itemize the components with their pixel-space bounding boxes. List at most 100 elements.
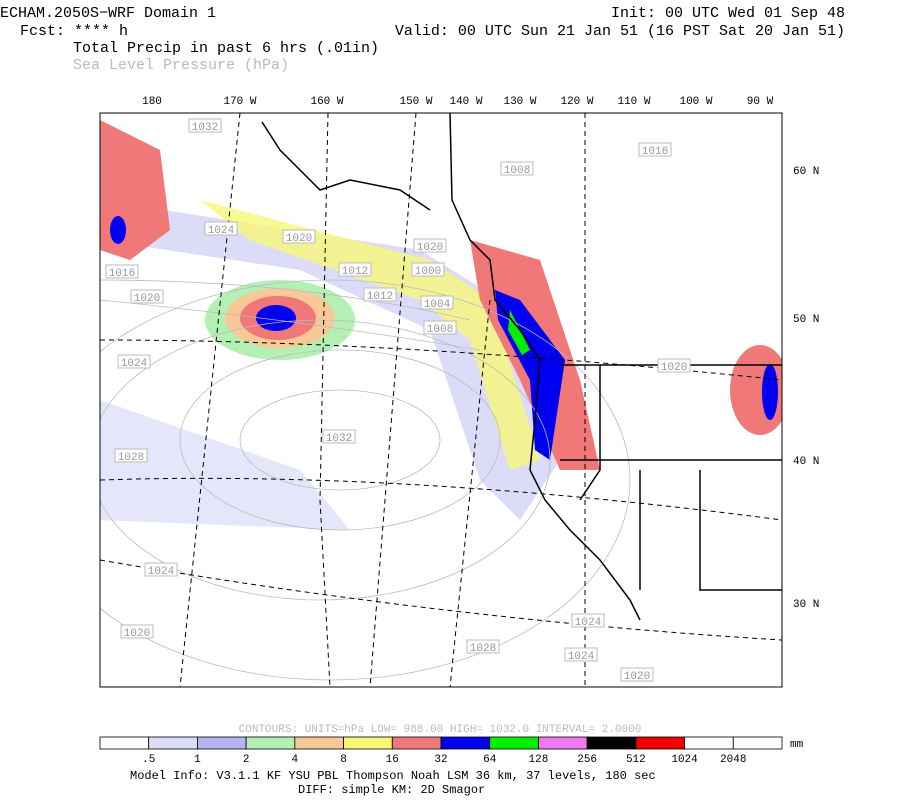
contour-label-box bbox=[204, 221, 238, 236]
colorbar-label: 64 bbox=[483, 754, 497, 766]
valid-time: Valid: 00 UTC Sun 21 Jan 51 (16 PST Sat … bbox=[395, 23, 845, 40]
colorbar-box bbox=[245, 736, 296, 750]
contour-label: 1024 bbox=[568, 651, 595, 663]
colorbar-box bbox=[586, 736, 637, 750]
contour-label-box bbox=[420, 295, 454, 310]
colorbar-label: 512 bbox=[626, 754, 646, 766]
contour-label: 1020 bbox=[661, 362, 687, 374]
contour-label: 1032 bbox=[326, 433, 352, 445]
contour-label-box bbox=[322, 429, 356, 444]
colorbar-box bbox=[538, 736, 588, 750]
contour-label-box bbox=[130, 289, 164, 304]
lon-label: 150 W bbox=[399, 96, 432, 108]
colorbar: .5 1 2 4 8 16 32 64 128 256 512 1024 2048 bbox=[99, 736, 783, 766]
contour-label: 1008 bbox=[504, 165, 530, 177]
map: 180 170 W 160 W 150 W 140 W 130 W 120 W 110 W 10… bbox=[99, 96, 819, 688]
lon-label: 90 W bbox=[747, 96, 774, 108]
contour-label-box bbox=[144, 562, 178, 577]
contour-label-box bbox=[500, 161, 534, 176]
lon-label: 170 W bbox=[223, 96, 256, 108]
contour-label: 1024 bbox=[148, 566, 175, 578]
colorbar-box bbox=[440, 736, 491, 750]
colorbar-label: 4 bbox=[292, 754, 299, 766]
colorbar-label: 2048 bbox=[720, 754, 746, 766]
contour-label: 1020 bbox=[134, 293, 160, 305]
colorbar-box bbox=[148, 736, 198, 750]
colorbar-unit: mm bbox=[790, 739, 804, 751]
footer-line: Model Info: V3.1.1 KF YSU PBL Thompson N… bbox=[130, 769, 656, 783]
colorbar-box bbox=[99, 736, 150, 750]
colorbar-label: 2 bbox=[243, 754, 250, 766]
colorbar-label: 1 bbox=[194, 754, 201, 766]
contour-label: 1016 bbox=[109, 268, 135, 280]
colorbar-label: 128 bbox=[529, 754, 549, 766]
colorbar-box bbox=[489, 736, 539, 750]
contour-label-box bbox=[188, 118, 222, 133]
lat-label: 60 N bbox=[793, 166, 819, 178]
colorbar-label: .5 bbox=[142, 754, 155, 766]
contour-label: 1012 bbox=[367, 291, 393, 303]
contour-label-box bbox=[657, 358, 691, 373]
contour-label-box bbox=[638, 142, 672, 157]
colorbar-box bbox=[391, 736, 442, 750]
init-time: Init: 00 UTC Wed 01 Sep 48 bbox=[611, 5, 845, 22]
contour-label: 1028 bbox=[470, 643, 496, 655]
contour-label: 1016 bbox=[642, 146, 668, 158]
colorbar-label: 8 bbox=[340, 754, 347, 766]
contour-label: 1020 bbox=[124, 628, 150, 640]
lon-label: 130 W bbox=[503, 96, 536, 108]
contour-label-box bbox=[338, 262, 372, 277]
colorbar-label: 32 bbox=[434, 754, 447, 766]
colorbar-box bbox=[294, 736, 344, 750]
contour-label-box bbox=[120, 624, 154, 639]
colorbar-box bbox=[343, 736, 393, 750]
lon-label: 120 W bbox=[560, 96, 593, 108]
contour-label: 1024 bbox=[575, 617, 602, 629]
contour-label-box bbox=[363, 287, 397, 302]
contour-label-box bbox=[564, 647, 598, 662]
lon-label: 100 W bbox=[679, 96, 712, 108]
contour-label-box bbox=[282, 229, 316, 244]
contour-label: 1008 bbox=[427, 324, 453, 336]
contour-label-box bbox=[105, 264, 139, 279]
colorbar-box bbox=[197, 736, 247, 750]
contour-label: 1004 bbox=[424, 299, 451, 311]
contour-label: 1020 bbox=[286, 233, 312, 245]
lat-label: 50 N bbox=[793, 314, 819, 326]
contour-info: CONTOURS: UNITS=hPa LOW= 988.00 HIGH= 10… bbox=[239, 724, 642, 736]
contour-label: 1024 bbox=[208, 225, 235, 237]
colorbar-label: 1024 bbox=[671, 754, 698, 766]
contour-label-box bbox=[413, 238, 447, 253]
contour-label-box bbox=[620, 667, 654, 682]
footer-line: DIFF: simple KM: 2D Smagor bbox=[298, 783, 485, 797]
colorbar-label: 16 bbox=[386, 754, 399, 766]
colorbar-box bbox=[732, 736, 783, 750]
contour-label: 1028 bbox=[118, 452, 144, 464]
lon-label: 140 W bbox=[449, 96, 482, 108]
lon-label: 180 bbox=[142, 96, 162, 108]
field-title: Sea Level Pressure (hPa) bbox=[73, 57, 289, 74]
model-title: ECHAM.2050S−WRF Domain 1 bbox=[0, 5, 216, 22]
contour-label-box bbox=[114, 448, 148, 463]
contour-label: 1020 bbox=[417, 242, 443, 254]
fcst: Fcst: **** h bbox=[20, 23, 128, 40]
contour-label: 1032 bbox=[192, 122, 218, 134]
contour-label: 1012 bbox=[342, 266, 368, 278]
contour-label-box bbox=[117, 354, 151, 369]
lon-label: 160 W bbox=[310, 96, 343, 108]
lon-label: 110 W bbox=[617, 96, 650, 108]
contour-label-box bbox=[411, 262, 445, 277]
contour-label-box bbox=[466, 639, 500, 654]
lat-label: 30 N bbox=[793, 599, 819, 611]
contour-label-box bbox=[423, 320, 457, 335]
colorbar-label: 256 bbox=[577, 754, 597, 766]
lat-label: 40 N bbox=[793, 456, 819, 468]
contour-label-box bbox=[571, 613, 605, 628]
colorbar-box bbox=[684, 736, 734, 750]
colorbar-box bbox=[635, 736, 685, 750]
contour-label: 1024 bbox=[121, 358, 148, 370]
contour-label: 1020 bbox=[624, 671, 650, 683]
field-title: Total Precip in past 6 hrs (.01in) bbox=[73, 40, 379, 57]
contour-label: 1000 bbox=[415, 266, 441, 278]
